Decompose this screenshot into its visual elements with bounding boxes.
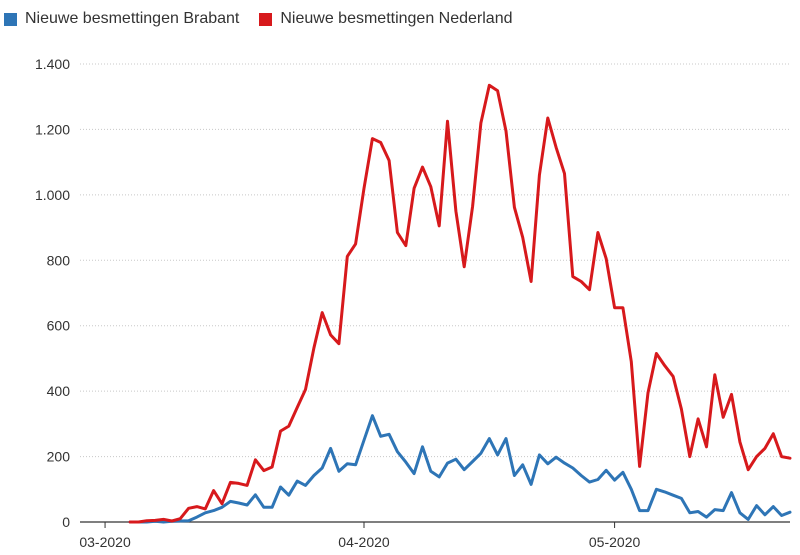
- legend-item-brabant[interactable]: Nieuwe besmettingen Brabant: [4, 10, 239, 28]
- y-tick-label: 1.000: [35, 187, 70, 203]
- y-tick-label: 0: [62, 514, 70, 530]
- x-tick-label: 04-2020: [338, 534, 390, 550]
- y-tick-label: 400: [47, 383, 71, 399]
- series-line-nederland: [128, 83, 792, 524]
- legend-swatch-brabant: [4, 12, 17, 26]
- legend-swatch-nederland: [259, 12, 273, 26]
- y-tick-label: 600: [47, 318, 71, 334]
- y-axis-labels: 0 200 400 600 800 1.000 1.200 1.400: [35, 56, 70, 530]
- y-tick-label: 800: [47, 252, 71, 268]
- y-tick-label: 1.200: [35, 121, 70, 137]
- x-tick-label: 05-2020: [589, 534, 641, 550]
- series-lines: [128, 83, 792, 524]
- legend-item-nederland[interactable]: Nieuwe besmettingen Nederland: [259, 10, 513, 28]
- x-axis: 03-2020 04-2020 05-2020: [79, 522, 640, 550]
- legend-label-nederland: Nieuwe besmettingen Nederland: [280, 10, 513, 27]
- legend-label-brabant: Nieuwe besmettingen Brabant: [25, 10, 240, 27]
- series-line-brabant: [128, 414, 792, 524]
- x-tick-label: 03-2020: [79, 534, 131, 550]
- gridlines: [80, 63, 790, 523]
- legend: Nieuwe besmettingen Brabant Nieuwe besme…: [4, 10, 533, 28]
- y-tick-label: 200: [47, 449, 71, 465]
- y-tick-label: 1.400: [35, 56, 70, 72]
